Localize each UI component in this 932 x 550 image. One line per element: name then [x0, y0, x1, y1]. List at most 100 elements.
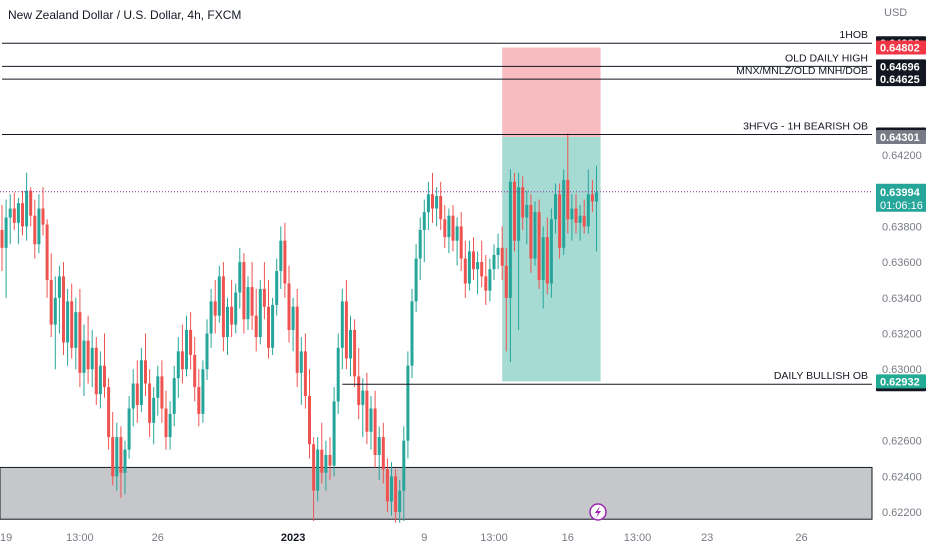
candle-body	[283, 240, 287, 284]
candle-body	[21, 203, 24, 227]
candle-body	[549, 219, 553, 284]
candle	[201, 360, 205, 423]
candle	[226, 297, 229, 355]
candle-body	[590, 194, 594, 202]
candles-layer	[0, 133, 598, 523]
candle	[320, 422, 324, 484]
time-tick-label: 13:00	[66, 532, 94, 544]
candle	[303, 333, 307, 409]
candle	[156, 365, 160, 416]
candle	[488, 258, 492, 302]
candle	[353, 319, 357, 388]
candle	[213, 279, 217, 334]
range-box[interactable]	[0, 466, 873, 520]
candle-body	[447, 215, 451, 238]
candle	[521, 176, 525, 230]
price-axis[interactable]: 0.64200 0.63800 0.63600 0.63400 0.63200 0.630…	[882, 150, 922, 519]
candle-body	[41, 208, 45, 225]
candle-body	[45, 224, 49, 280]
candle-body	[139, 360, 143, 405]
candle-body	[336, 347, 340, 402]
candle-body	[98, 365, 102, 395]
candle	[29, 187, 33, 227]
candle	[517, 172, 521, 330]
candle	[394, 469, 398, 523]
stop-loss-zone[interactable]	[502, 47, 601, 137]
candle	[127, 396, 131, 459]
candle	[103, 333, 106, 398]
candle-body	[488, 269, 492, 291]
price-tick-label: 0.62400	[882, 471, 922, 483]
candle-body	[156, 376, 160, 398]
candle	[312, 437, 316, 521]
candle-body	[94, 347, 98, 395]
candle-body	[463, 258, 467, 284]
candle	[234, 283, 238, 334]
price-tag-bg	[876, 374, 926, 389]
candle	[545, 217, 549, 295]
candle	[504, 247, 508, 352]
candle-body	[246, 287, 250, 320]
candle-body	[0, 229, 4, 248]
candle	[70, 283, 74, 359]
candle	[361, 378, 365, 438]
price-tag-bg	[876, 40, 926, 55]
candle-body	[57, 276, 61, 298]
candle	[258, 279, 262, 345]
events-lightning-icon[interactable]	[589, 503, 607, 521]
candle	[369, 396, 373, 450]
candle	[439, 181, 443, 230]
price-tick-label: 0.63400	[882, 293, 922, 305]
candle	[418, 217, 422, 280]
candle-body	[209, 301, 213, 334]
candle	[299, 337, 303, 405]
level-label: DAILY BULLISH OB	[774, 370, 868, 382]
candle-body	[377, 437, 381, 455]
candle	[459, 212, 463, 272]
candle	[189, 312, 193, 370]
candle-body	[193, 354, 197, 388]
candle	[340, 288, 344, 370]
candle-body	[459, 226, 463, 259]
candle-body	[426, 194, 430, 213]
candle-body	[385, 469, 389, 502]
candle-body	[176, 351, 180, 379]
candle	[205, 319, 209, 380]
candle-body	[185, 329, 188, 370]
candle-body	[496, 247, 500, 255]
candle	[414, 244, 418, 313]
candle-body	[320, 449, 324, 473]
candle-body	[180, 351, 184, 370]
candle-body	[595, 192, 598, 202]
candle	[455, 217, 459, 266]
candle-body	[111, 437, 115, 477]
candle-body	[37, 208, 41, 245]
candle	[197, 369, 201, 427]
candle-body	[189, 329, 193, 355]
candle-body	[258, 288, 262, 338]
candle-body	[328, 454, 332, 466]
candle	[537, 199, 541, 289]
candle	[451, 204, 455, 252]
candle	[390, 462, 393, 516]
candle	[41, 187, 45, 236]
candle	[463, 240, 467, 298]
candle-body	[504, 265, 508, 298]
time-axis[interactable]: 19 13:00 26 2023 9 13:00 16 13:00 23 26	[0, 532, 808, 544]
candle-body	[402, 440, 406, 491]
candle	[230, 279, 234, 338]
candle	[4, 199, 8, 298]
candle	[148, 369, 152, 438]
candle-body	[49, 279, 53, 325]
candle-body	[500, 247, 504, 266]
candle	[283, 222, 287, 298]
candle-body	[295, 306, 299, 373]
candle	[574, 194, 578, 234]
candle-body	[74, 312, 78, 348]
bar-countdown: 01:06:16	[880, 200, 923, 212]
last-price-tag: 0.63994	[880, 187, 921, 199]
candle-body	[566, 179, 570, 220]
price-tick-label: 0.63000	[882, 364, 922, 376]
candle	[144, 333, 147, 397]
